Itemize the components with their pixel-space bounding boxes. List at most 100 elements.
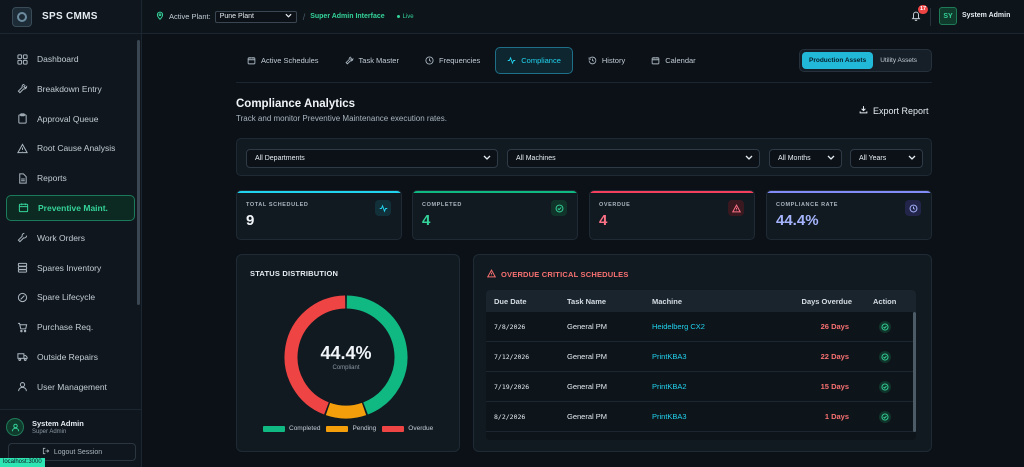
days-overdue-cell: 1 Days [824, 412, 849, 421]
main-content: Active Schedules Task Master Frequencies… [142, 34, 1024, 467]
export-report-button[interactable]: Export Report [859, 105, 929, 116]
wrench-icon [16, 83, 28, 95]
donut-slice-overdue[interactable] [284, 295, 346, 415]
machine-link[interactable]: PrintKBA3 [652, 412, 687, 421]
live-label: Live [402, 13, 414, 20]
table-scrollbar[interactable] [913, 312, 916, 432]
sidebar-item-spare-lifecycle[interactable]: Spare Lifecycle [6, 284, 135, 310]
kpi-value: 44.4% [776, 212, 819, 229]
stack-icon [16, 262, 28, 274]
table-row: 7/12/2026 General PM PrintKBA3 22 Days [486, 342, 916, 372]
plant-select-value: Pune Plant [219, 13, 254, 20]
divider [236, 82, 932, 83]
overdue-title: OVERDUE CRITICAL SCHEDULES [486, 269, 629, 280]
sidebar-item-approval-queue[interactable]: Approval Queue [6, 106, 135, 132]
sidebar-item-purchase-req[interactable]: Purchase Req. [6, 314, 135, 340]
days-overdue-cell: 26 Days [820, 322, 849, 331]
legend-label: Completed [289, 425, 321, 432]
tab-compliance[interactable]: Compliance [495, 47, 573, 74]
machine-select[interactable]: All Machines [507, 149, 760, 168]
bell-icon[interactable] [911, 10, 921, 23]
alert-triangle-icon [728, 200, 744, 216]
donut-slice-pending[interactable] [325, 402, 367, 419]
days-overdue-cell: 22 Days [820, 352, 849, 361]
topbar: Active Plant: Pune Plant / Super Admin I… [142, 0, 1024, 34]
sidebar-item-label: Approval Queue [37, 113, 99, 124]
sidebar-item-preventive-maint[interactable]: Preventive Maint. [6, 194, 135, 221]
sidebar-item-breakdown-entry[interactable]: Breakdown Entry [6, 76, 135, 102]
tab-history[interactable]: History [577, 47, 636, 74]
sidebar-item-user-management[interactable]: User Management [6, 374, 135, 400]
column-header-days-overdue[interactable]: Days Overdue [801, 296, 852, 306]
month-select[interactable]: All Months [769, 149, 842, 168]
kpi-label: OVERDUE [599, 202, 631, 208]
machine-link[interactable]: PrintKBA2 [652, 382, 687, 391]
kpi-compliance-rate: COMPLIANCE RATE 44.4% [766, 190, 932, 240]
table-row: 8/2/2026 General PM PrintKBA3 1 Days [486, 402, 916, 432]
year-select-value: All Years [859, 155, 887, 162]
sidebar-scrollbar[interactable] [137, 40, 140, 305]
sidebar-item-outside-repairs[interactable]: Outside Repairs [6, 344, 135, 370]
plant-select[interactable]: Pune Plant [214, 10, 297, 23]
sidebar-item-label: Work Orders [37, 232, 86, 243]
complete-action-button[interactable] [879, 380, 891, 393]
file-icon [16, 172, 28, 184]
tab-label: Active Schedules [261, 56, 319, 65]
calendar-check-icon [17, 202, 29, 214]
brand[interactable]: SPS CMMS [0, 0, 141, 34]
column-header-action[interactable]: Action [873, 296, 897, 306]
sidebar-item-spares-inventory[interactable]: Spares Inventory [6, 255, 135, 281]
tab-label: Frequencies [438, 56, 481, 65]
sidebar-item-label: Dashboard [37, 54, 79, 64]
complete-action-button[interactable] [879, 410, 891, 423]
logout-button[interactable]: Logout Session [8, 443, 136, 461]
clock-icon [905, 200, 921, 216]
kpi-completed: COMPLETED 4 [412, 190, 578, 240]
column-header-due-date[interactable]: Due Date [494, 296, 527, 306]
sidebar-item-root-cause-analysis[interactable]: Root Cause Analysis [6, 135, 135, 161]
complete-action-button[interactable] [879, 350, 891, 363]
machine-link[interactable]: PrintKBA3 [652, 352, 687, 361]
sidebar-item-work-orders[interactable]: Work Orders [6, 225, 135, 251]
sidebar-item-dashboard[interactable]: Dashboard [6, 46, 135, 72]
department-select[interactable]: All Departments [246, 149, 498, 168]
tab-task-master[interactable]: Task Master [334, 47, 410, 74]
avatar[interactable]: SY [939, 7, 957, 25]
history-icon [588, 56, 597, 65]
kpi-value: 4 [599, 212, 608, 229]
page-title: Compliance Analytics [236, 98, 356, 110]
tab-active-schedules[interactable]: Active Schedules [236, 47, 330, 74]
compliance-caption: Compliant [332, 365, 360, 371]
page-subtitle: Track and monitor Preventive Maintenance… [236, 114, 447, 123]
machine-link[interactable]: Heidelberg CX2 [652, 322, 705, 331]
status-url-tooltip: localhost:3000 [0, 458, 45, 467]
cycle-icon [16, 291, 28, 303]
logout-icon [42, 447, 50, 457]
tab-calendar[interactable]: Calendar [640, 47, 706, 74]
task-name-cell: General PM [567, 352, 608, 361]
legend-swatch [326, 425, 349, 432]
calendar-icon [247, 56, 256, 65]
complete-action-button[interactable] [879, 320, 891, 333]
production-assets-button[interactable]: Production Assets [802, 52, 874, 69]
interface-label: Super Admin Interface [310, 13, 385, 20]
filter-bar: All Departments All Machines All Months … [236, 138, 932, 176]
tab-frequencies[interactable]: Frequencies [414, 47, 491, 74]
location-pin-icon [156, 11, 164, 22]
donut-slice-completed[interactable] [346, 295, 408, 415]
check-circle-icon [881, 322, 889, 331]
kpi-accent-bar [413, 191, 577, 193]
kpi-accent-bar [590, 191, 754, 193]
chevron-down-icon [908, 155, 916, 162]
column-header-machine[interactable]: Machine [652, 296, 683, 306]
year-select[interactable]: All Years [850, 149, 923, 168]
kpi-accent-bar [767, 191, 931, 193]
column-header-task-name[interactable]: Task Name [567, 296, 607, 306]
sidebar-item-reports[interactable]: Reports [6, 165, 135, 191]
app-name: SPS CMMS [42, 11, 98, 22]
legend-swatch [382, 425, 405, 432]
export-report-label: Export Report [873, 105, 929, 116]
utility-assets-button[interactable]: Utility Assets [880, 57, 918, 64]
topbar-user-name[interactable]: System Admin [962, 12, 1011, 19]
clock-icon [425, 56, 434, 65]
